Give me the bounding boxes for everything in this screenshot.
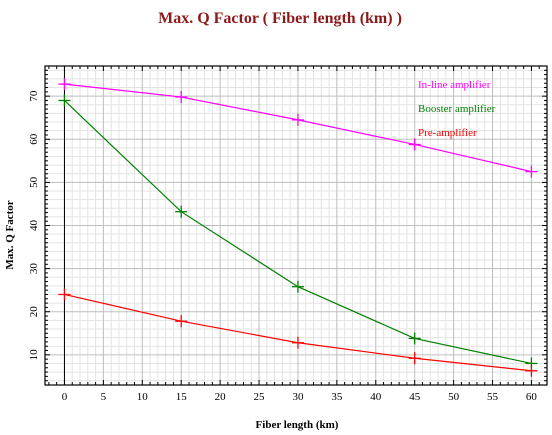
- data-point: [175, 91, 188, 104]
- x-tick-label: 0: [62, 391, 68, 403]
- x-tick-label: 25: [254, 391, 266, 403]
- data-point: [291, 280, 304, 293]
- x-tick-label: 50: [448, 391, 460, 403]
- y-tick-label: 10: [28, 349, 40, 361]
- data-point: [408, 352, 421, 365]
- data-point: [175, 315, 188, 328]
- data-point: [525, 165, 538, 178]
- data-point: [291, 336, 304, 349]
- x-tick-label: 30: [292, 391, 304, 403]
- y-tick-labels: 10 20 30 40 50 60 70: [28, 90, 40, 360]
- x-tick-label: 10: [137, 391, 149, 403]
- data-point: [58, 288, 71, 301]
- y-tick-label: 40: [28, 220, 40, 232]
- data-point: [408, 138, 421, 151]
- x-tick-labels: 0 5 10 15 20 25 30 35 40 45 50 55 60: [62, 391, 538, 403]
- data-point: [175, 205, 188, 218]
- data-point: [525, 364, 538, 377]
- y-tick-label: 20: [28, 306, 40, 318]
- data-point: [291, 113, 304, 126]
- x-tick-label: 45: [409, 391, 421, 403]
- x-tick-label: 60: [526, 391, 538, 403]
- x-tick-label: 20: [215, 391, 227, 403]
- x-tick-label: 15: [176, 391, 188, 403]
- x-tick-label: 55: [487, 391, 499, 403]
- y-tick-label: 30: [28, 263, 40, 275]
- axis-ticks: [45, 66, 547, 385]
- legend: In-line amplifier Booster amplifier Pre-am…: [418, 79, 496, 139]
- data-point: [58, 94, 71, 107]
- legend-item: In-line amplifier: [418, 79, 491, 91]
- x-tick-label: 35: [331, 391, 343, 403]
- x-tick-label: 5: [101, 391, 107, 403]
- legend-item: Booster amplifier: [418, 103, 496, 115]
- series-markers: [58, 78, 538, 377]
- data-point: [408, 332, 421, 345]
- legend-item: Pre-amplifier: [418, 127, 477, 139]
- y-tick-label: 50: [28, 176, 40, 188]
- y-tick-label: 60: [28, 133, 40, 145]
- data-point: [58, 78, 71, 91]
- x-axis-label: Fiber length (km): [256, 419, 339, 431]
- y-axis-label: Max. Q Factor: [4, 200, 16, 269]
- chart-title: Max. Q Factor ( Fiber length (km) ): [158, 10, 402, 27]
- y-tick-label: 70: [28, 90, 40, 102]
- x-tick-label: 40: [370, 391, 382, 403]
